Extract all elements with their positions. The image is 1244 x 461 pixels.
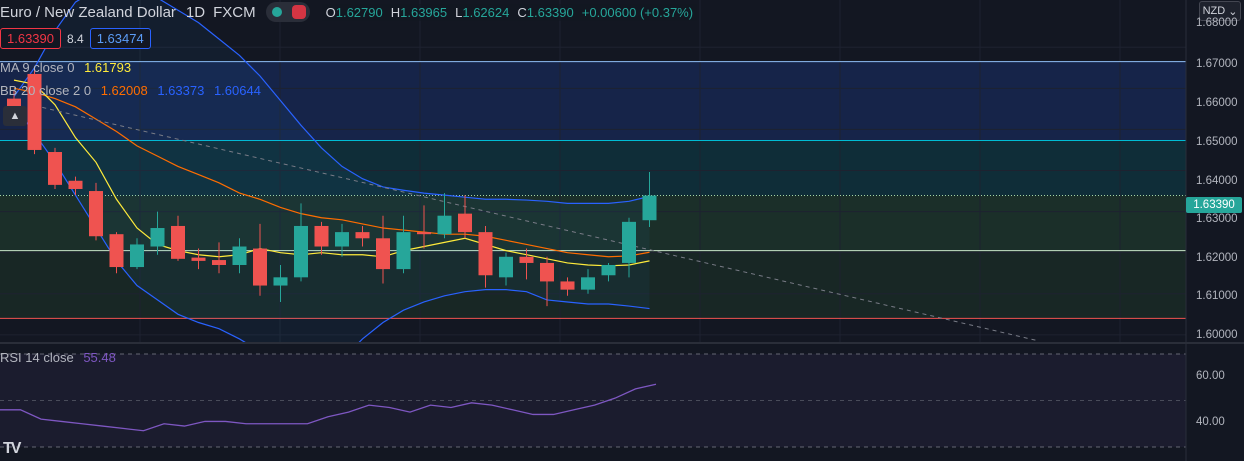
price-axis-label: 1.64000 <box>1196 175 1238 187</box>
candle-body <box>478 232 493 276</box>
close-value: 1.63390 <box>526 4 574 20</box>
rsi-value: 55.48 <box>83 350 116 365</box>
trendline <box>34 105 1040 342</box>
candle-body <box>642 195 657 221</box>
candle-body <box>396 232 411 270</box>
candle-body <box>294 225 308 278</box>
bb-lower-value: 1.60644 <box>213 83 261 98</box>
candle-body <box>601 264 616 276</box>
candle-body <box>499 256 513 278</box>
rsi-axis-label: 60.00 <box>1196 370 1225 382</box>
sell-button[interactable]: 1.63390 <box>0 28 61 49</box>
close-label: C <box>517 4 527 20</box>
open-value: 1.62790 <box>335 4 383 20</box>
candle-body <box>273 277 288 286</box>
low-label: L <box>455 4 463 20</box>
candle-body <box>355 232 370 239</box>
candle-body <box>253 248 267 286</box>
candle-body <box>212 260 226 265</box>
rsi-line <box>0 383 657 432</box>
market-status-toggle[interactable] <box>265 2 310 22</box>
tradingview-logo[interactable]: TV <box>3 440 22 457</box>
candle-body <box>376 238 390 270</box>
ma-line <box>13 79 650 267</box>
bb-fill <box>14 0 650 374</box>
candle-body <box>335 232 349 247</box>
rsi-pane <box>0 343 1186 461</box>
price-zone <box>0 140 1186 196</box>
price-axis-label: 1.65000 <box>1196 136 1238 148</box>
bb-basis-line <box>13 87 650 258</box>
open-label: O <box>325 4 336 20</box>
ohlc-values: O1.62790 H1.63965 L1.62624 C1.63390 +0.0… <box>321 3 698 21</box>
candle-body <box>417 232 431 235</box>
currency-selector[interactable]: NZD ⌄ <box>1199 1 1241 21</box>
candle-body <box>519 256 534 263</box>
price-axis-label: 1.63000 <box>1196 213 1238 225</box>
price-axis-label: 1.62000 <box>1196 252 1238 264</box>
high-label: H <box>390 4 401 20</box>
candle-body <box>68 180 83 189</box>
candle-body <box>540 262 554 282</box>
candle-body <box>581 277 595 290</box>
symbol-name[interactable]: Euro / New Zealand Dollar <box>0 3 176 21</box>
bb-basis-value: 1.62008 <box>100 83 148 98</box>
rsi-legend[interactable]: RSI 14 close 55.48 <box>0 350 116 365</box>
ma-name[interactable]: MA 9 close 0 <box>0 60 75 75</box>
candle-body <box>89 191 103 237</box>
candle-body <box>191 257 206 261</box>
symbol-legend[interactable]: Euro / New Zealand Dollar 1D FXCM O1.627… <box>0 2 698 22</box>
buy-button[interactable]: 1.63474 <box>89 28 151 49</box>
price-axis-label: 1.66000 <box>1196 97 1238 109</box>
chevron-down-icon: ⌄ <box>1228 5 1238 18</box>
candle-body <box>150 228 165 247</box>
rsi-axis-label: 40.00 <box>1196 416 1225 428</box>
candle-body <box>109 234 124 268</box>
bb-upper-line <box>13 0 650 204</box>
candle-body <box>560 281 575 290</box>
price-zone <box>0 195 1186 251</box>
exchange-label: FXCM <box>213 3 256 21</box>
candle-body <box>622 221 636 263</box>
current-price-tag: 1.63390 <box>1186 197 1242 213</box>
alert-icon[interactable] <box>291 5 306 19</box>
candle-body <box>314 225 329 247</box>
low-value: 1.62624 <box>462 4 510 20</box>
candle-body <box>437 215 452 235</box>
candle-body <box>232 246 247 265</box>
market-open-icon <box>271 7 282 17</box>
ma-value: 1.61793 <box>84 60 132 75</box>
price-axis-label: 1.68000 <box>1196 17 1238 29</box>
candle-body <box>130 244 144 268</box>
ma-legend[interactable]: MA 9 close 0 1.61793 <box>0 60 131 75</box>
collapse-legend-button[interactable]: ▲ <box>3 106 27 126</box>
price-zone <box>0 61 1186 141</box>
candle-body <box>27 73 42 150</box>
candle-body <box>48 152 62 185</box>
trade-panel: 1.63390 8.4 1.63474 <box>0 28 151 49</box>
spread-value: 8.4 <box>67 31 84 46</box>
candle-body <box>171 225 185 259</box>
candle-body <box>458 213 472 233</box>
bb-upper-value: 1.63373 <box>157 83 205 98</box>
bb-legend[interactable]: BB 20 close 2 0 1.62008 1.63373 1.60644 <box>0 83 261 98</box>
currency-label: NZD <box>1202 5 1226 17</box>
change-value: +0.00600 (+0.37%) <box>581 4 694 20</box>
timeframe-label[interactable]: 1D <box>185 3 206 21</box>
price-axis-label: 1.61000 <box>1196 290 1238 302</box>
chevron-up-icon: ▲ <box>9 110 21 122</box>
price-axis-label: 1.67000 <box>1196 58 1238 70</box>
bb-name[interactable]: BB 20 close 2 0 <box>0 83 92 98</box>
rsi-name[interactable]: RSI 14 close <box>0 350 74 365</box>
high-value: 1.63965 <box>400 4 448 20</box>
price-axis-label: 1.60000 <box>1196 329 1238 341</box>
